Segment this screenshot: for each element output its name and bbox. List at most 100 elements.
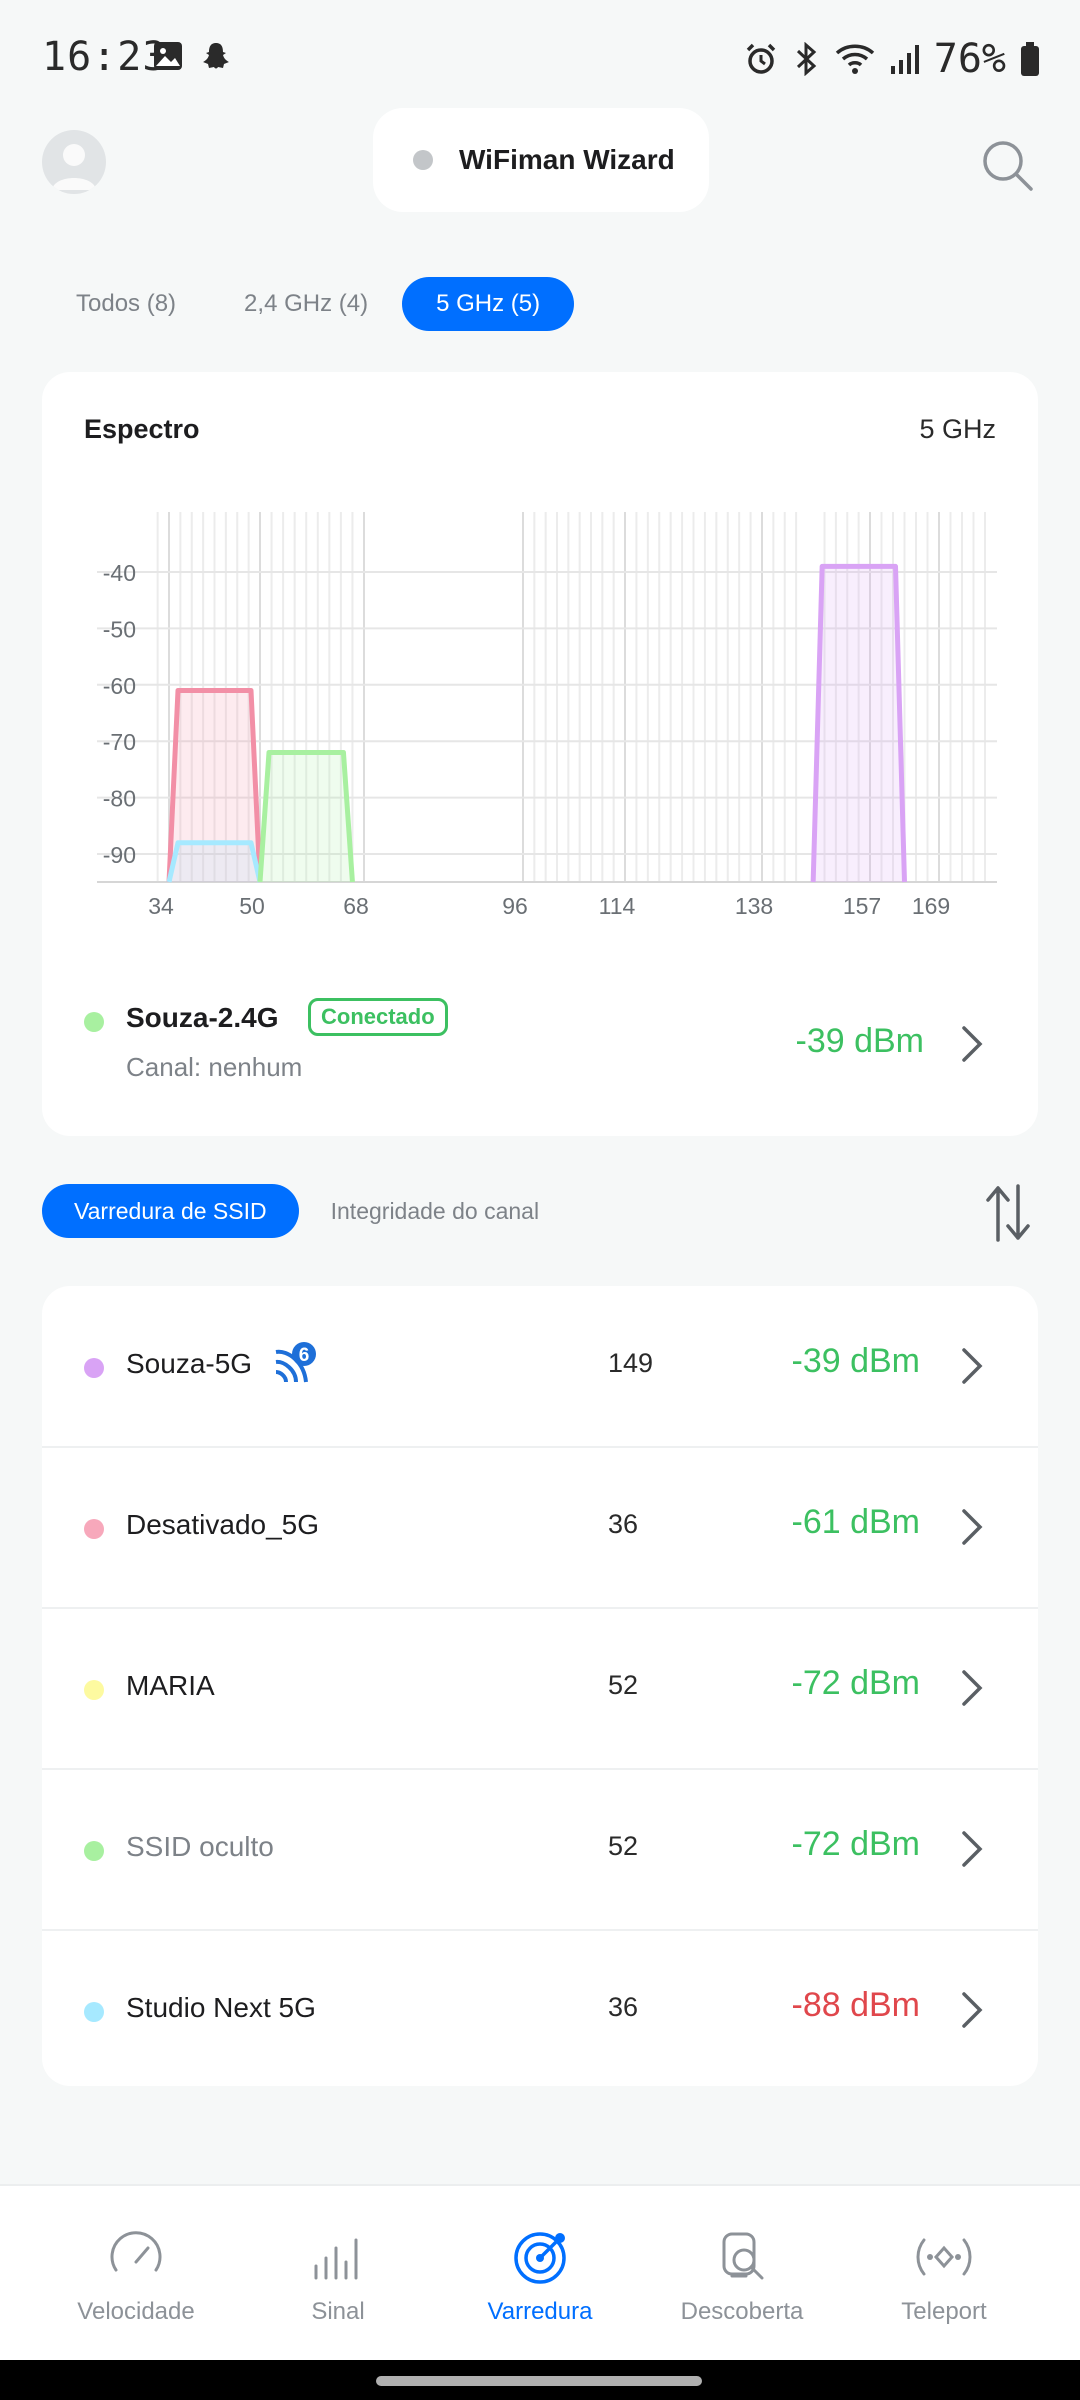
divider [42,1446,1038,1448]
home-indicator[interactable] [376,2376,702,2386]
divider [42,1607,1038,1609]
teleport-icon [916,2238,972,2276]
chevron-right-icon [962,1670,983,1706]
x-tick-label: 68 [343,893,369,919]
spectrum-series-fill [169,690,260,882]
spectrum-band-label: 5 GHz [919,414,996,444]
scan-mode-tabs: Varredura de SSID Integridade do canal [42,1184,571,1238]
chevron-right-icon [962,1831,983,1867]
connected-badge: Conectado [308,998,448,1036]
user-avatar-icon[interactable] [42,130,106,194]
network-color-dot [84,1519,104,1539]
search-icon[interactable] [978,136,1036,194]
nav-label: Varredura [487,2298,593,2325]
tab-channel-health[interactable]: Integridade do canal [330,1198,540,1224]
chevron-right-icon [962,1348,983,1384]
tab-5-ghz[interactable]: 5 GHz (5) [402,277,575,331]
image-icon [154,42,182,70]
network-color-dot [84,1680,104,1700]
network-channel: 52 [608,1831,639,1861]
nav-label: Velocidade [77,2298,195,2325]
nav-label: Sinal [311,2298,365,2325]
network-channel: 149 [608,1348,654,1378]
alarm-icon [746,43,775,74]
nav-scan[interactable]: Varredura [440,2186,640,2362]
y-tick-label: -40 [103,560,136,586]
spectrum-series-2 [257,749,355,883]
network-row-0[interactable]: Souza-5G 6 149 -39 dBm [42,1286,1038,1447]
sort-icon[interactable] [984,1182,1032,1244]
spectrum-series-fill [260,752,353,882]
network-channel: 36 [608,1509,639,1539]
nav-signal[interactable]: Sinal [238,2186,438,2362]
connected-network-row[interactable]: Souza-2.4G Conectado Canal: nenhum -39 d… [42,972,1038,1102]
network-signal: -88 dBm [791,1986,921,2024]
network-name: Souza-5G [126,1348,253,1379]
network-row-3[interactable]: SSID oculto 52 -72 dBm [42,1769,1038,1930]
connected-network-signal: -39 dBm [795,1022,925,1060]
x-tick-label: 34 [148,893,174,919]
network-name: Desativado_5G [126,1509,320,1540]
network-color-dot [84,1358,104,1378]
network-signal: -72 dBm [791,1664,921,1702]
connected-network-color-dot [84,1012,104,1032]
wifi6-icon: 6 [274,1340,318,1384]
y-tick-label: -90 [103,842,136,868]
nav-speed[interactable]: Velocidade [36,2186,236,2362]
network-signal: -61 dBm [791,1503,921,1541]
network-color-dot [84,1841,104,1861]
tab-2-4-ghz[interactable]: 2,4 GHz (4) [244,290,369,317]
tab-ssid-scan[interactable]: Varredura de SSID [42,1184,299,1238]
bottom-navigation: Velocidade Sinal Varredura Descoberta [0,2184,1080,2360]
speedometer-icon [110,2231,162,2272]
system-gesture-bar [0,2360,1080,2400]
connected-network-channel: Canal: nenhum [126,1052,303,1082]
bluetooth-icon [796,42,816,76]
network-channel: 36 [608,1992,639,2022]
battery-icon [1021,42,1039,76]
snapchat-icon [203,43,229,69]
network-row-2[interactable]: MARIA 52 -72 dBm [42,1608,1038,1769]
spectrum-series-0 [166,687,263,883]
signal-bars-icon [314,2238,358,2280]
wizard-label: WiFiman Wizard [459,144,675,175]
x-tick-label: 157 [843,893,881,919]
spectrum-card: Espectro 5 GHz -40 -50 -60 -70 -80 -90 34 50 68 9… [42,372,1038,1136]
y-tick-label: -70 [103,729,136,755]
wizard-status-dot [413,150,433,170]
network-row-4[interactable]: Studio Next 5G 36 -88 dBm [42,1930,1038,2086]
spectrum-series-fill [169,842,260,882]
band-filter-tabs: Todos (8) 2,4 GHz (4) 5 GHz (5) [42,276,575,332]
wifiman-wizard-button[interactable]: WiFiman Wizard [373,108,709,212]
network-channel: 52 [608,1670,639,1700]
network-signal: -39 dBm [791,1342,921,1380]
network-name: SSID oculto [126,1831,274,1862]
radar-icon [514,2232,566,2284]
network-row-1[interactable]: Desativado_5G 36 -61 dBm [42,1447,1038,1608]
nav-teleport[interactable]: Teleport [844,2186,1044,2362]
x-tick-label: 169 [912,893,950,919]
network-signal: -72 dBm [791,1825,921,1863]
network-color-dot [84,2002,104,2022]
cellular-signal-icon [890,45,919,74]
wifi-icon [835,44,874,74]
battery-percent: 76% [933,36,1006,82]
spectrum-series-1 [166,840,263,883]
x-tick-label: 114 [599,893,636,919]
device-discovery-icon [722,2232,764,2280]
tab-all-bands[interactable]: Todos (8) [76,290,177,317]
network-name: MARIA [126,1670,215,1701]
y-tick-label: -80 [103,786,136,812]
network-name: Studio Next 5G [126,1992,316,2023]
divider [42,1768,1038,1770]
spectrum-series-3 [810,563,907,883]
y-tick-label: -60 [103,673,136,699]
status-time: 16:23 [42,34,168,80]
connected-network-name: Souza-2.4G [126,1002,279,1033]
spectrum-series-fill [813,566,905,882]
chevron-right-icon [962,1026,983,1062]
x-tick-label: 138 [735,893,773,919]
nav-discovery[interactable]: Descoberta [642,2186,842,2362]
spectrum-title: Espectro [84,414,200,444]
chevron-right-icon [962,1509,983,1545]
